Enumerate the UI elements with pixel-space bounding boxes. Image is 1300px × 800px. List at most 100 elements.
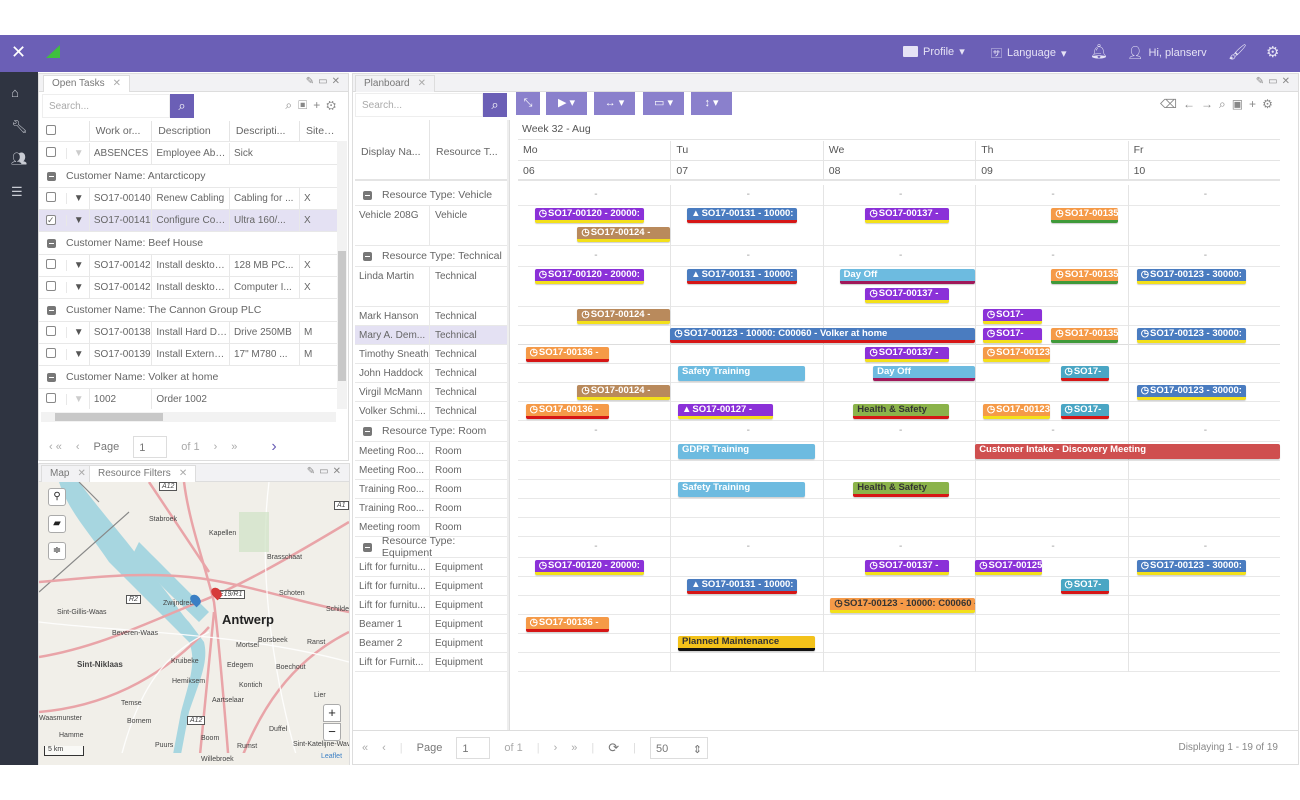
filter-icon[interactable]: ▼ bbox=[65, 215, 89, 226]
table-row[interactable]: ▼ SO17-00142 Install desktop pc Computer I.… bbox=[39, 276, 337, 299]
prev-page-icon[interactable]: ‹ bbox=[75, 441, 80, 453]
resource-row[interactable]: Meeting Roo... Room bbox=[355, 461, 507, 480]
event-block[interactable]: ◷SO17-00123 - 30000: bbox=[1136, 269, 1247, 284]
event-block[interactable]: ◷SO17-00124 - bbox=[577, 227, 671, 242]
resource-group-row[interactable]: Resource Type: Room bbox=[355, 421, 507, 442]
table-row[interactable]: ▼ SO17-00142 Install desktop pc 128 MB PC..… bbox=[39, 254, 337, 277]
event-block[interactable]: Day Off bbox=[839, 269, 976, 284]
table-row[interactable]: ▼ ABSENCES Employee Abse... Sick bbox=[39, 142, 337, 165]
arrow-left-icon[interactable]: ← bbox=[1182, 97, 1201, 111]
paintbrush-icon[interactable]: 🖌︎ bbox=[1228, 44, 1248, 61]
last-page-icon[interactable]: » bbox=[231, 441, 238, 453]
select-all-checkbox[interactable] bbox=[39, 124, 66, 138]
resource-row[interactable]: Lift for furnitu... Equipment bbox=[355, 596, 507, 615]
search-button[interactable]: ⌕ bbox=[170, 94, 194, 118]
row-checkbox-cell[interactable] bbox=[39, 259, 66, 272]
column-header[interactable]: Work or... bbox=[88, 121, 152, 141]
resource-row[interactable]: Lift for Furnit... Equipment bbox=[355, 653, 507, 672]
close-icon[interactable]: ✕ bbox=[77, 468, 86, 479]
planboard-search-input[interactable]: Search... bbox=[355, 93, 483, 117]
horizontal-size-dropdown[interactable]: ↔ ▾ bbox=[594, 92, 635, 115]
event-block[interactable]: ▲SO17-00131 - 10000: bbox=[687, 208, 797, 223]
event-block[interactable]: ◷SO17-00123 - 10000: C00060 - bbox=[830, 598, 976, 613]
resource-row[interactable]: John Haddock Technical bbox=[355, 364, 507, 383]
first-page-icon[interactable]: « bbox=[362, 742, 369, 754]
event-block[interactable]: ◷SO17-00137 - bbox=[865, 560, 950, 575]
event-block[interactable]: Day Off bbox=[873, 366, 976, 381]
table-row[interactable]: ▼ SO17-00138 Install Hard Drive Drive 250MB… bbox=[39, 321, 337, 344]
resource-group-row[interactable]: Resource Type: Technical bbox=[355, 246, 507, 267]
plus-icon[interactable]: + bbox=[313, 98, 327, 112]
close-icon[interactable]: ✕ bbox=[11, 42, 27, 62]
resource-row[interactable]: Training Roo... Room bbox=[355, 499, 507, 518]
event-block[interactable]: ◷SO17- bbox=[982, 309, 1043, 324]
collapse-icon[interactable] bbox=[363, 426, 372, 436]
collapse-icon[interactable] bbox=[47, 171, 56, 181]
map-route-button[interactable]: ≑ bbox=[48, 542, 66, 560]
home-icon[interactable]: ⌂ bbox=[11, 85, 19, 100]
search-button[interactable]: ⌕ bbox=[483, 93, 507, 117]
next-page-icon[interactable]: › bbox=[553, 742, 558, 754]
row-checkbox-cell[interactable] bbox=[39, 393, 66, 406]
row-checkbox-cell[interactable] bbox=[39, 326, 66, 339]
checkbox[interactable] bbox=[46, 192, 56, 202]
resource-row[interactable]: Beamer 2 Equipment bbox=[355, 634, 507, 653]
table-row[interactable]: ▼ SO17-00139 Install External ... 17" M780 … bbox=[39, 343, 337, 366]
gear-icon[interactable]: ⚙ bbox=[326, 98, 342, 112]
checkbox[interactable] bbox=[46, 326, 56, 336]
prev-page-icon[interactable]: ‹ bbox=[382, 742, 386, 754]
first-page-icon[interactable]: ‹ « bbox=[49, 441, 62, 453]
tab-planboard[interactable]: Planboard ✕ bbox=[355, 75, 435, 92]
collapse-icon[interactable] bbox=[363, 251, 372, 261]
event-block[interactable]: ◷SO17-00137 - bbox=[865, 347, 950, 362]
map-vehicle-button[interactable]: ▰ bbox=[48, 515, 66, 533]
event-block[interactable]: ◷SO17-00123 bbox=[982, 347, 1050, 362]
event-block[interactable]: ◷SO17-00125 bbox=[975, 560, 1043, 575]
resource-row[interactable]: Meeting Roo... Room bbox=[355, 442, 507, 461]
event-block[interactable]: ◷SO17- bbox=[1060, 366, 1110, 381]
resource-row[interactable]: Mary A. Dem... Technical bbox=[355, 326, 507, 345]
event-block[interactable]: ▲SO17-00131 - 10000: bbox=[687, 269, 797, 284]
checkbox[interactable] bbox=[46, 147, 56, 157]
column-header[interactable]: Description bbox=[151, 121, 229, 141]
zoom-out-button[interactable]: − bbox=[323, 723, 341, 741]
zoom-icon[interactable]: ⌕ bbox=[285, 98, 299, 112]
date-header[interactable]: 09 bbox=[975, 161, 1128, 181]
window-controls[interactable]: ✎▭✕ bbox=[306, 466, 345, 477]
table-row[interactable]: ▼ SO17-00140 Renew Cabling Cabling for ... X bbox=[39, 187, 337, 210]
checkbox[interactable] bbox=[46, 124, 56, 135]
resource-row[interactable]: Mark Hanson Technical bbox=[355, 307, 507, 326]
leaflet-attribution[interactable]: Leaflet bbox=[321, 753, 343, 760]
splitter[interactable] bbox=[507, 120, 510, 730]
event-block[interactable]: ◷SO17- bbox=[1060, 579, 1110, 594]
horizontal-scrollbar[interactable] bbox=[41, 412, 336, 422]
tab-resource-filters[interactable]: Resource Filters ✕ bbox=[89, 465, 197, 482]
vertical-size-dropdown[interactable]: ↕ ▾ bbox=[691, 92, 732, 115]
wrench-icon[interactable]: 🔧︎ bbox=[11, 119, 28, 134]
users-icon[interactable]: 👥︎ bbox=[11, 151, 28, 166]
gear-icon[interactable]: ⚙ bbox=[1262, 97, 1279, 111]
filter-icon[interactable]: ▼ bbox=[65, 327, 89, 338]
day-header[interactable]: Tu bbox=[670, 141, 823, 161]
gear-icon[interactable]: ⚙ bbox=[1266, 44, 1280, 61]
group-row[interactable]: Customer Name: Antarcticopy bbox=[39, 165, 337, 188]
page-input[interactable]: 1 bbox=[133, 436, 168, 458]
eraser-icon[interactable]: ⌫ bbox=[1160, 97, 1183, 111]
tab-open-tasks[interactable]: Open Tasks ✕ bbox=[43, 75, 131, 92]
zoom-icon[interactable]: ⌕ bbox=[1218, 97, 1232, 111]
checkbox[interactable] bbox=[46, 393, 56, 403]
group-row[interactable]: Customer Name: Beef House bbox=[39, 232, 337, 255]
bell-icon[interactable]: 🔔︎ bbox=[1090, 43, 1108, 59]
day-header[interactable]: Th bbox=[975, 141, 1128, 161]
event-block[interactable]: ◷SO17-00137 - bbox=[865, 208, 950, 223]
event-block[interactable]: ◷SO17- bbox=[982, 328, 1043, 343]
event-block[interactable]: ◷SO17-00124 - bbox=[577, 309, 671, 324]
resource-row[interactable]: Lift for furnitu... Equipment bbox=[355, 558, 507, 577]
event-block[interactable]: ◷SO17-00123 - 30000: bbox=[1136, 385, 1247, 400]
row-checkbox-cell[interactable] bbox=[39, 281, 66, 294]
day-header[interactable]: We bbox=[822, 141, 976, 161]
resource-row[interactable]: Linda Martin Technical bbox=[355, 267, 507, 307]
event-block[interactable]: Planned Maintenance bbox=[678, 636, 816, 651]
table-row[interactable]: ▼ 1002 Order 1002 bbox=[39, 388, 337, 409]
profile-menu[interactable]: Profile ▾ bbox=[903, 45, 965, 58]
